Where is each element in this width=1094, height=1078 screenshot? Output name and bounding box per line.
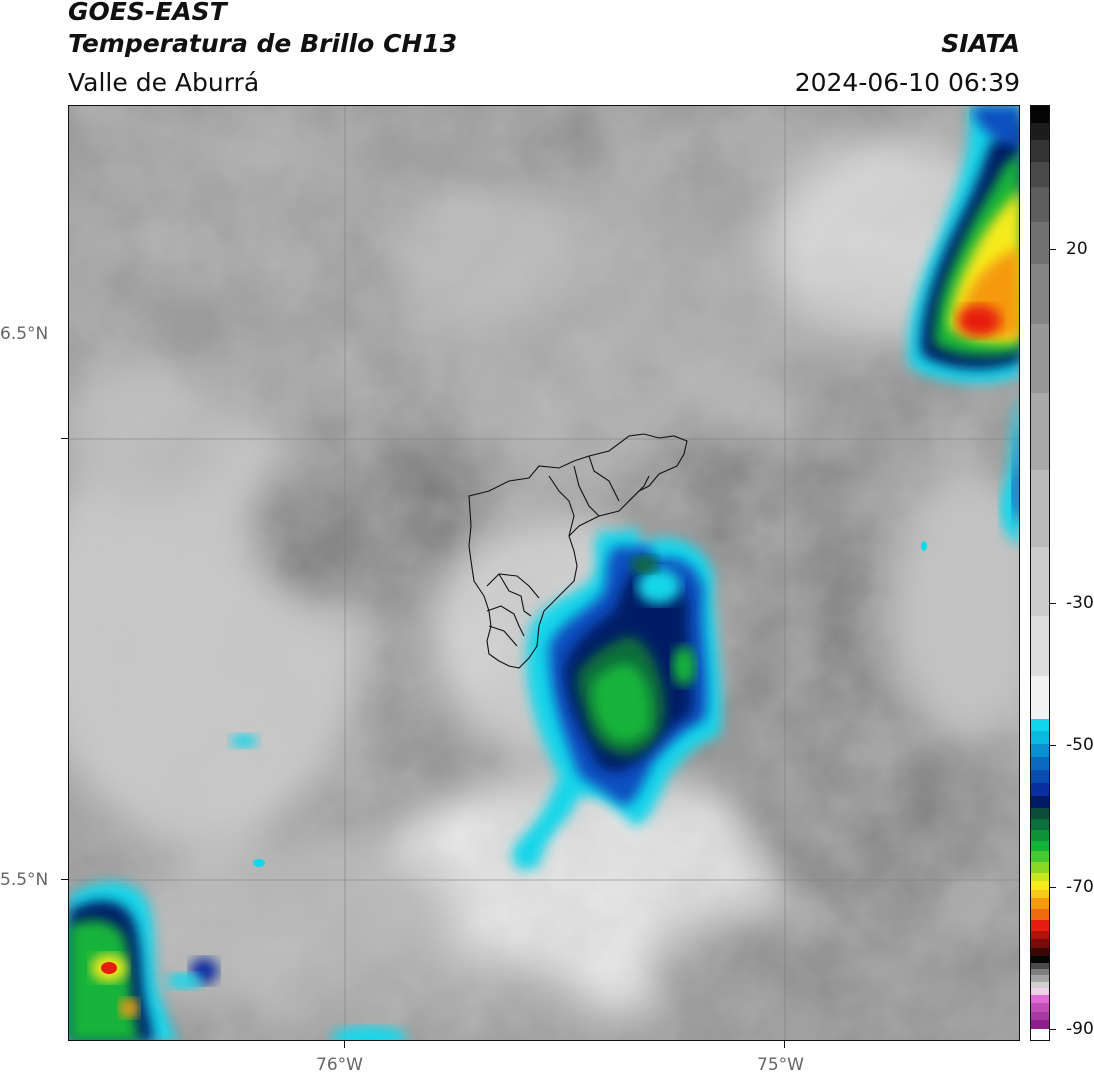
colorbar-band <box>1031 731 1049 745</box>
colorbar-band <box>1031 675 1049 719</box>
satellite-map[interactable] <box>68 105 1020 1041</box>
colorbar-tick <box>1050 887 1056 889</box>
timestamp-label: 2024-06-10 06:39 <box>794 68 1020 97</box>
colorbar-band <box>1031 757 1049 770</box>
colorbar-band <box>1031 947 1049 957</box>
lat-tick-5-5: 5.5°N <box>0 870 49 890</box>
colorbar-band <box>1031 969 1049 976</box>
colorbar-band <box>1031 930 1049 940</box>
lon-tick-75: 75°W <box>757 1055 804 1075</box>
colorbar-band <box>1031 975 1049 982</box>
colorbar-band <box>1031 988 1049 995</box>
convective-cell-central <box>512 529 722 870</box>
colorbar-band <box>1031 872 1049 882</box>
lon-tickmark <box>784 1041 786 1048</box>
colorbar-band <box>1031 994 1049 1004</box>
colorbar-band <box>1031 470 1049 548</box>
colorbar-band <box>1031 161 1049 188</box>
colorbar-band <box>1031 324 1049 393</box>
colorbar-band <box>1031 187 1049 222</box>
colorbar-band <box>1031 939 1049 948</box>
colorbar-band <box>1031 795 1049 809</box>
colorbar-band <box>1031 1011 1049 1021</box>
colorbar-band <box>1031 898 1049 910</box>
graticule <box>69 106 1019 1040</box>
colorbar-band <box>1031 782 1049 796</box>
colorbar-band <box>1031 221 1049 265</box>
colorbar-label: 20 <box>1066 239 1088 259</box>
colorbar-label: -30 <box>1066 593 1094 613</box>
colorbar-band <box>1031 264 1049 325</box>
colorbar-band <box>1031 769 1049 783</box>
colorbar-band <box>1031 140 1049 162</box>
lon-tickmark <box>344 1041 346 1048</box>
lon-tick-76: 76°W <box>316 1055 363 1075</box>
colorbar-band <box>1031 123 1049 141</box>
colorbar-band <box>1031 615 1049 676</box>
colorbar-band <box>1031 962 1049 970</box>
colorbar-band <box>1031 851 1049 862</box>
product-title: Temperatura de Brillo CH13 <box>68 29 458 58</box>
colorbar-band <box>1031 718 1049 732</box>
colorbar-band <box>1031 956 1049 963</box>
colorbar-band <box>1031 1020 1049 1029</box>
colorbar-tick <box>1050 1029 1056 1031</box>
lat-tickmark <box>61 438 68 440</box>
brightness-temperature-field <box>69 106 1019 1040</box>
colorbar-band <box>1031 744 1049 758</box>
lat-tickmark <box>61 879 68 881</box>
colorbar-tick <box>1050 603 1056 605</box>
colorbar-band <box>1031 981 1049 989</box>
colorbar-label: -90 <box>1066 1019 1094 1039</box>
lat-tick-6-5: 6.5°N <box>0 324 49 344</box>
colorbar-tick <box>1050 745 1056 747</box>
colorbar-band <box>1031 808 1049 820</box>
region-label: Valle de Aburrá <box>68 68 260 97</box>
colorbar-label: -70 <box>1066 877 1094 897</box>
colorbar-tick <box>1050 249 1056 251</box>
colorbar-band <box>1031 889 1049 899</box>
agency-label: SIATA <box>941 29 1020 58</box>
colorbar-band <box>1031 909 1049 920</box>
colorbar-band <box>1031 106 1049 124</box>
convective-cell-northeast <box>908 106 1019 545</box>
municipal-boundaries <box>468 433 688 669</box>
colorbar-band <box>1031 1003 1049 1012</box>
convective-cell-southwest <box>69 541 927 1040</box>
colorbar-band <box>1031 881 1049 890</box>
colorbar-band <box>1031 393 1049 471</box>
temperature-colorbar <box>1030 105 1050 1041</box>
colorbar-band <box>1031 547 1049 616</box>
colorbar-band <box>1031 919 1049 931</box>
colorbar-band <box>1031 862 1049 873</box>
colorbar-band <box>1031 840 1049 852</box>
colorbar-band <box>1031 829 1049 841</box>
colorbar-band <box>1031 819 1049 830</box>
colorbar-band <box>1031 1028 1049 1040</box>
colorbar-label: -50 <box>1066 735 1094 755</box>
satellite-title: GOES-EAST <box>68 0 227 26</box>
